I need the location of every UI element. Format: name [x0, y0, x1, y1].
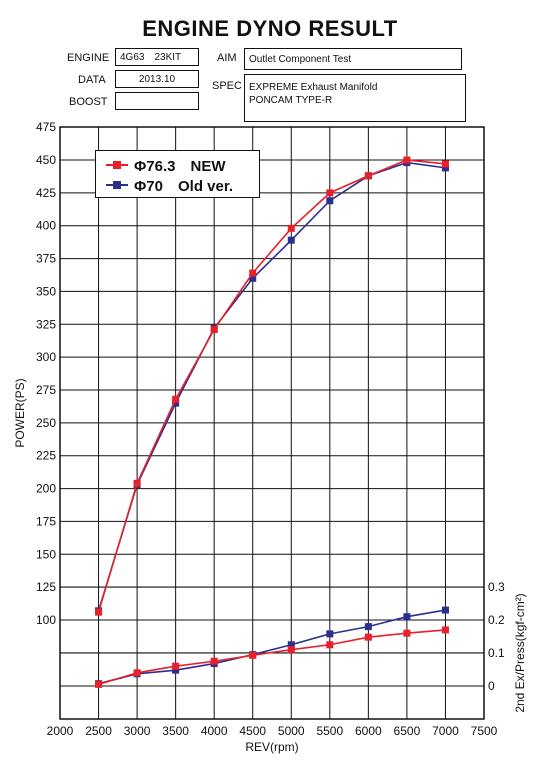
y-tick-label: 125 — [36, 580, 56, 594]
legend-label-new: Φ76.3 NEW — [134, 157, 226, 175]
pressure-old-point — [441, 606, 449, 614]
data-label: DATA — [78, 74, 106, 86]
legend-item-new: Φ76.3 NEW — [106, 155, 226, 175]
pressure-new-point — [210, 657, 218, 665]
x-tick-label: 3000 — [124, 724, 151, 738]
power-new-point — [441, 160, 449, 168]
x-tick-label: 2500 — [85, 724, 112, 738]
pressure-old-point — [172, 666, 180, 674]
power-new-point — [249, 269, 257, 277]
y-axis-label: POWER(PS) — [13, 378, 27, 447]
x-tick-label: 3500 — [162, 724, 189, 738]
aim-label: AIM — [217, 52, 237, 64]
spec-line-2: PONCAM TYPE-R — [249, 95, 333, 106]
pressure-old-point — [364, 623, 372, 631]
spec-box: EXPREME Exhaust Manifold PONCAM TYPE-R — [244, 74, 466, 122]
x-axis-label: REV(rpm) — [245, 740, 298, 754]
y-tick-label: 425 — [36, 186, 56, 200]
y2-axis-label: 2nd Ex/Press(kgf-cm²) — [513, 593, 527, 712]
y-tick-label: 350 — [36, 284, 56, 298]
power-old-point — [441, 164, 449, 172]
page-title: ENGINE DYNO RESULT — [142, 16, 398, 41]
y-tick-label: 250 — [36, 416, 56, 430]
pressure-new-point — [95, 680, 103, 688]
y-tick-label: 175 — [36, 514, 56, 528]
y-tick-label: 300 — [36, 350, 56, 364]
pressure-new-point — [172, 662, 180, 670]
y-tick-label: 475 — [36, 120, 56, 134]
power-new-line — [97, 159, 446, 613]
boost-label: BOOST — [69, 96, 108, 108]
pressure-old-line — [98, 609, 446, 685]
power-new-point — [287, 224, 295, 232]
y2-tick-label: 0.1 — [488, 646, 505, 660]
power-new-point — [364, 172, 372, 180]
y-tick-label: 400 — [36, 219, 56, 233]
x-tick-label: 6500 — [394, 724, 421, 738]
y-tick-label: 100 — [36, 613, 56, 627]
spec-line-1: EXPREME Exhaust Manifold — [249, 82, 378, 93]
y-tick-label: 275 — [36, 383, 56, 397]
power-new-point — [326, 189, 334, 197]
x-tick-label: 7000 — [432, 724, 459, 738]
engine-label: ENGINE — [67, 52, 110, 64]
pressure-new-point — [403, 629, 411, 637]
x-tick-label: 6000 — [355, 724, 382, 738]
legend-marker-old — [106, 180, 128, 190]
x-tick-label: 4500 — [239, 724, 266, 738]
x-tick-label: 5000 — [278, 724, 305, 738]
pressure-new-point — [249, 651, 257, 659]
chart-legend: Φ76.3 NEW Φ70 Old ver. — [95, 150, 260, 198]
power-old-line — [97, 161, 446, 612]
y-tick-label: 325 — [36, 317, 56, 331]
y2-tick-label: 0 — [488, 679, 495, 693]
x-tick-label: 4000 — [201, 724, 228, 738]
pressure-new-line — [98, 629, 446, 686]
power-old-point — [249, 274, 257, 282]
power-new-point — [95, 608, 103, 616]
pressure-new-point — [287, 646, 295, 654]
x-tick-label: 2000 — [47, 724, 74, 738]
power-new-point — [210, 326, 218, 334]
pressure-new-point — [441, 626, 449, 634]
y-tick-label: 150 — [36, 547, 56, 561]
pressure-new-point — [326, 641, 334, 649]
engine-value: 4G63 23KIT — [115, 48, 199, 66]
y-tick-label: 375 — [36, 252, 56, 266]
x-tick-label: 5500 — [316, 724, 343, 738]
aim-value: Outlet Component Test — [244, 48, 462, 70]
power-new-point — [133, 479, 141, 487]
legend-marker-new — [106, 160, 128, 170]
legend-item-old: Φ70 Old ver. — [106, 175, 233, 195]
pressure-old-point — [326, 630, 334, 638]
power-old-point — [326, 197, 334, 205]
y2-tick-label: 0.3 — [488, 580, 505, 594]
spec-label: SPEC — [212, 80, 242, 92]
pressure-new-point — [133, 669, 141, 677]
boost-value — [115, 92, 199, 110]
power-old-point — [172, 399, 180, 407]
pressure-new-point — [364, 633, 372, 641]
x-tick-label: 7500 — [471, 724, 498, 738]
pressure-old-point — [403, 613, 411, 621]
y-tick-label: 450 — [36, 153, 56, 167]
y-tick-label: 200 — [36, 482, 56, 496]
y2-tick-label: 0.2 — [488, 613, 505, 627]
power-old-point — [287, 236, 295, 244]
power-new-point — [172, 395, 180, 403]
power-new-point — [403, 156, 411, 164]
y-tick-label: 225 — [36, 449, 56, 463]
data-value: 2013.10 — [115, 70, 199, 88]
legend-label-old: Φ70 Old ver. — [134, 177, 234, 195]
pressure-old-point — [287, 641, 295, 649]
